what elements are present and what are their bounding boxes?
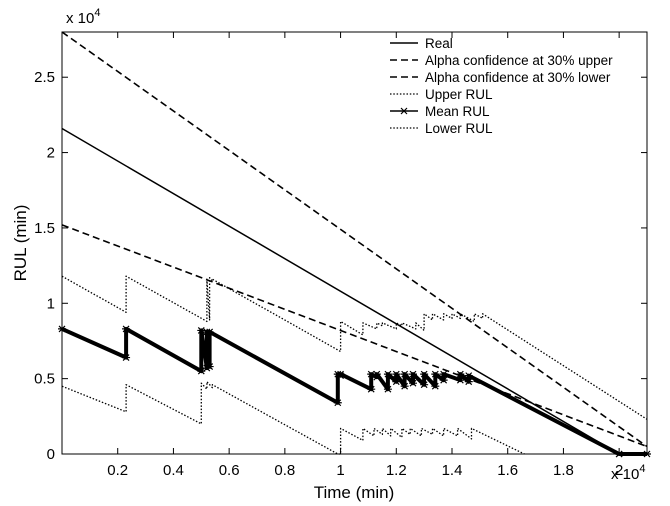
data-point-marker: [439, 376, 448, 384]
x-tick-label: 1.2: [386, 462, 407, 479]
x-multiplier-exp: 4: [639, 463, 645, 475]
legend-label: Mean RUL: [425, 104, 490, 119]
data-point-marker: [431, 382, 440, 390]
legend-label: Real: [425, 36, 453, 51]
x-tick-label: 0.2: [107, 462, 128, 479]
tick-layer: 0.2 0.4 0.6 0.8 1 1.2 1.4 1.6 1.8 2 0 0.5 1 1.5 2 2.5: [34, 32, 647, 479]
y-tick-label: 1.5: [34, 220, 55, 237]
data-point-marker: [122, 354, 131, 361]
x-tick-label: 0.6: [219, 462, 240, 479]
y-tick-label: 2.5: [34, 69, 55, 86]
data-point-marker: [367, 385, 376, 393]
x-tick-label: 0.8: [274, 462, 295, 479]
data-point-marker: [205, 363, 214, 371]
y-tick-label: 0: [47, 446, 55, 463]
x-tick-label: 1.6: [497, 462, 518, 479]
y-tick-label: 1: [47, 295, 55, 312]
data-point-marker: [333, 399, 342, 407]
series-line-upper-rul: [61, 275, 648, 420]
series-line-lower-rul: [61, 381, 525, 455]
legend-label: Alpha confidence at 30% upper: [425, 53, 613, 68]
y-multiplier: x 104: [66, 7, 100, 27]
data-point-marker: [464, 372, 473, 380]
legend-entry-real: Real: [390, 36, 453, 51]
data-point-marker: [383, 370, 392, 378]
data-point-marker: [420, 381, 429, 389]
data-point-marker: [431, 370, 440, 378]
data-point-marker: [409, 379, 417, 387]
series-layer: [58, 31, 651, 458]
series-line-alpha-confidence-at-30-upper: [61, 31, 648, 448]
x-tick-label: 1.4: [442, 462, 463, 479]
x-axis-label: Time (min): [314, 483, 395, 502]
data-point-marker: [205, 328, 214, 336]
series-line-alpha-confidence-at-30-lower: [61, 224, 648, 448]
data-point-marker: [456, 370, 465, 378]
legend: Real Alpha confidence at 30% upper Alpha c…: [390, 36, 613, 136]
y-multiplier-exp: 4: [94, 7, 100, 19]
data-point-marker: [383, 385, 392, 393]
legend-entry-mean-rul: Mean RUL: [390, 104, 490, 119]
legend-label: Lower RUL: [425, 121, 493, 136]
data-point-marker: [336, 370, 345, 378]
data-point-marker: [464, 378, 473, 386]
legend-entry-upper-rul: Upper RUL: [390, 87, 493, 102]
data-point-marker: [456, 376, 465, 384]
plot-area: [62, 32, 647, 454]
y-tick-label: 0.5: [34, 371, 55, 388]
series-line-real: [61, 127, 620, 455]
data-point-marker: [122, 325, 131, 333]
data-point-marker: [400, 382, 409, 390]
x-tick-label: 0.4: [163, 462, 184, 479]
series-markers-mean-rul: [58, 325, 651, 458]
legend-marker: [400, 107, 408, 115]
legend-label: Alpha confidence at 30% lower: [425, 70, 611, 85]
legend-label: Upper RUL: [425, 87, 493, 102]
x-tick-label: 1: [336, 462, 344, 479]
legend-entry-alpha-confidence-at-30-upper: Alpha confidence at 30% upper: [390, 53, 613, 68]
data-point-marker: [420, 370, 429, 378]
x-tick-label: 1.8: [553, 462, 574, 479]
legend-entry-alpha-confidence-at-30-lower: Alpha confidence at 30% lower: [390, 70, 611, 85]
data-point-marker: [409, 370, 417, 378]
axes-box: [61, 31, 648, 455]
x-multiplier: x 104: [611, 463, 645, 483]
x-tick-label: 2: [615, 462, 623, 479]
data-point-marker: [372, 370, 381, 378]
data-point-marker: [400, 370, 409, 378]
y-axis-label: RUL (min): [11, 205, 30, 282]
data-point-marker: [439, 370, 448, 378]
data-point-marker: [392, 378, 401, 386]
y-tick-label: 2: [47, 145, 55, 162]
data-point-marker: [392, 370, 401, 378]
legend-entry-lower-rul: Lower RUL: [390, 121, 493, 136]
